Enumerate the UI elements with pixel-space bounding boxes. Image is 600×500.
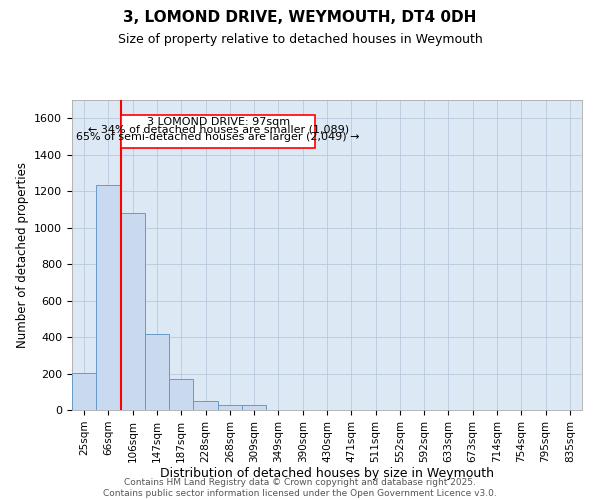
Bar <box>96 186 121 410</box>
Text: 65% of semi-detached houses are larger (2,049) →: 65% of semi-detached houses are larger (… <box>76 132 360 142</box>
Bar <box>218 406 242 410</box>
Text: Size of property relative to detached houses in Weymouth: Size of property relative to detached ho… <box>118 32 482 46</box>
X-axis label: Distribution of detached houses by size in Weymouth: Distribution of detached houses by size … <box>160 468 494 480</box>
Text: 3 LOMOND DRIVE: 97sqm: 3 LOMOND DRIVE: 97sqm <box>146 118 290 128</box>
Bar <box>145 334 169 410</box>
Bar <box>72 372 96 410</box>
Text: Contains HM Land Registry data © Crown copyright and database right 2025.
Contai: Contains HM Land Registry data © Crown c… <box>103 478 497 498</box>
Bar <box>242 406 266 410</box>
Bar <box>121 214 145 410</box>
Bar <box>169 379 193 410</box>
Bar <box>121 114 316 148</box>
Text: 3, LOMOND DRIVE, WEYMOUTH, DT4 0DH: 3, LOMOND DRIVE, WEYMOUTH, DT4 0DH <box>124 10 476 25</box>
Y-axis label: Number of detached properties: Number of detached properties <box>16 162 29 348</box>
Text: ← 34% of detached houses are smaller (1,089): ← 34% of detached houses are smaller (1,… <box>88 124 349 134</box>
Bar <box>193 401 218 410</box>
